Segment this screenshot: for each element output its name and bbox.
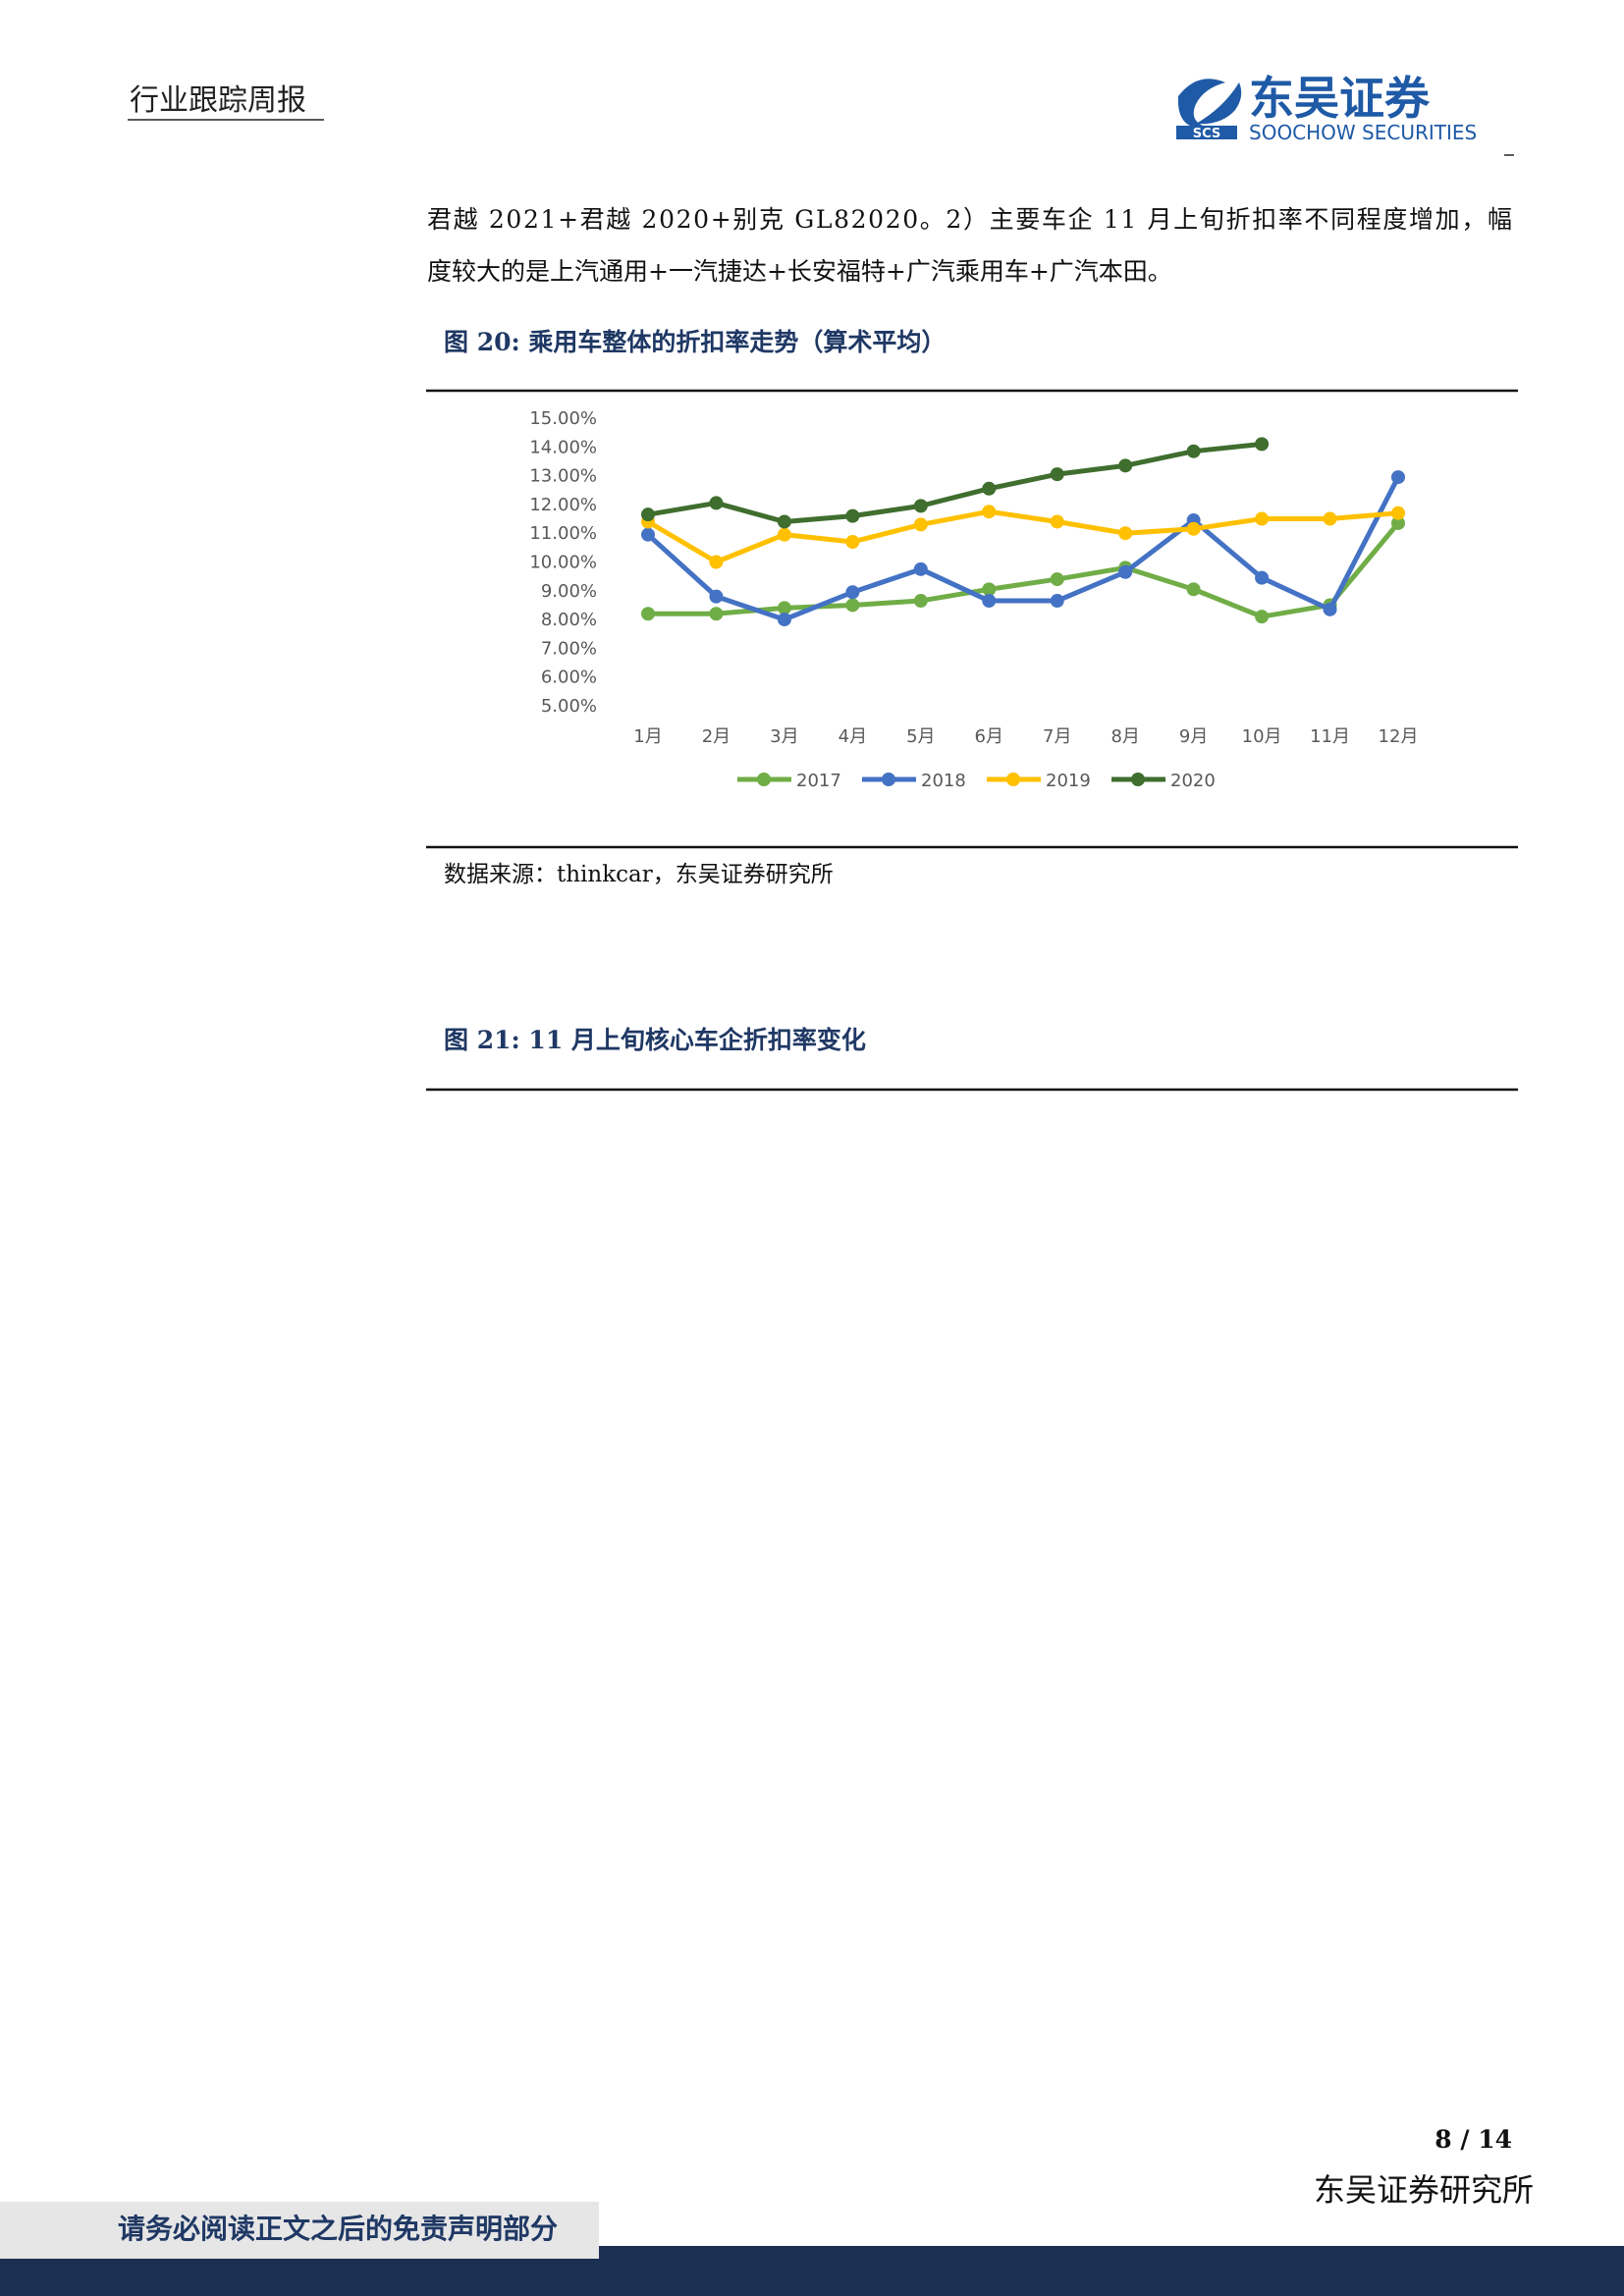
footer-institute: 东吴证券研究所 [1314, 2171, 1534, 2209]
point [641, 607, 655, 621]
legend-marker [882, 773, 895, 786]
point [641, 507, 655, 522]
x-tick-label: 8月 [1110, 726, 1139, 747]
x-tick-label: 11月 [1310, 726, 1350, 747]
y-tick-label: 14.00% [529, 437, 597, 457]
y-tick-label: 13.00% [529, 466, 597, 487]
y-tick-label: 8.00% [541, 610, 597, 630]
point [1050, 514, 1064, 529]
paragraph-line: 度较大的是上汽通用+一汽捷达+长安福特+广汽乘用车+广汽本田。 [427, 257, 1172, 286]
point [845, 585, 860, 600]
point [709, 496, 724, 510]
point [1050, 572, 1064, 587]
page-number: 8 / 14 [1435, 2125, 1512, 2154]
point [982, 505, 997, 519]
logo-icon [1196, 82, 1242, 125]
x-tick-label: 2月 [702, 726, 731, 747]
x-tick-label: 12月 [1379, 726, 1419, 747]
point [777, 613, 791, 627]
header-title: 行业跟踪周报 [130, 83, 306, 118]
x-tick-label: 9月 [1179, 726, 1208, 747]
point [1323, 511, 1337, 526]
y-tick-label: 7.00% [541, 638, 597, 659]
y-tick-label: 12.00% [529, 495, 597, 515]
point [777, 527, 791, 542]
logo-mark: SCS [1193, 127, 1221, 141]
point [1050, 467, 1064, 482]
point [1118, 526, 1133, 541]
logo-icon [1177, 79, 1225, 129]
x-tick-label: 7月 [1043, 726, 1071, 747]
point [1391, 515, 1405, 530]
paragraph-line: 君越 2021+君越 2020+别克 GL82020。2）主要车企 11 月上旬… [427, 205, 1512, 234]
point [777, 601, 791, 615]
series-line [648, 521, 1400, 619]
point [913, 561, 928, 576]
logo-name: 东吴证券 [1249, 72, 1431, 125]
point [845, 598, 860, 613]
legend-marker [1131, 773, 1145, 786]
point [1118, 458, 1133, 473]
point [709, 607, 724, 621]
legend-label: 2017 [796, 771, 841, 791]
chart: 5.00% 6.00% 7.00% 8.00% 9.00% 10.00% 11.00% 12.… [529, 408, 1418, 791]
point [845, 534, 860, 549]
x-tick-label: 10月 [1242, 726, 1282, 747]
figure-source: 数据来源：thinkcar，东吴证券研究所 [444, 862, 834, 887]
legend-label: 2020 [1170, 771, 1216, 791]
y-tick-label: 9.00% [541, 581, 597, 602]
point [982, 594, 997, 609]
point [913, 517, 928, 532]
point [1118, 564, 1133, 579]
y-tick-label: 11.00% [529, 523, 597, 544]
logo-english: SOOCHOW SECURITIES [1249, 121, 1477, 144]
point [641, 527, 655, 542]
legend-marker [1006, 773, 1020, 786]
point [777, 514, 791, 529]
disclaimer-box [0, 2202, 599, 2259]
x-tick-label: 5月 [906, 726, 935, 747]
point [709, 555, 724, 569]
legend-marker [757, 773, 771, 786]
point [913, 499, 928, 513]
point [1050, 594, 1064, 609]
legend-label: 2018 [921, 771, 966, 791]
point [1255, 610, 1270, 624]
point [1323, 602, 1337, 616]
y-tick-label: 5.00% [541, 696, 597, 717]
point [913, 594, 928, 609]
y-tick-label: 6.00% [541, 667, 597, 688]
point [1255, 437, 1270, 452]
point [1391, 470, 1405, 485]
footer-disclaimer: 请务必阅读正文之后的免责声明部分 [118, 2213, 558, 2245]
point [982, 481, 997, 496]
series-line [646, 508, 1399, 564]
point [845, 508, 860, 523]
y-tick-label: 10.00% [529, 553, 597, 573]
x-tick-label: 4月 [839, 726, 867, 747]
y-tick-label: 15.00% [529, 408, 597, 429]
logo-bar [1176, 126, 1237, 139]
figure-title: 图 21: 11 月上旬核心车企折扣率变化 [444, 1026, 866, 1054]
point [1186, 444, 1201, 458]
point [1255, 570, 1270, 585]
point [1391, 506, 1405, 520]
point [1255, 511, 1270, 526]
legend-label: 2019 [1046, 771, 1091, 791]
x-tick-label: 3月 [770, 726, 798, 747]
x-tick-label: 6月 [975, 726, 1003, 747]
point [1186, 521, 1201, 536]
point [1186, 582, 1201, 597]
series-line [646, 475, 1401, 622]
point [982, 582, 997, 597]
x-tick-label: 1月 [633, 726, 662, 747]
logo: SCS 东吴证券 SOOCHOW SECURITIES [1176, 72, 1477, 144]
point [709, 589, 724, 604]
series-line [647, 441, 1263, 524]
figure-title: 图 20: 乘用车整体的折扣率走势（算术平均） [444, 328, 946, 356]
